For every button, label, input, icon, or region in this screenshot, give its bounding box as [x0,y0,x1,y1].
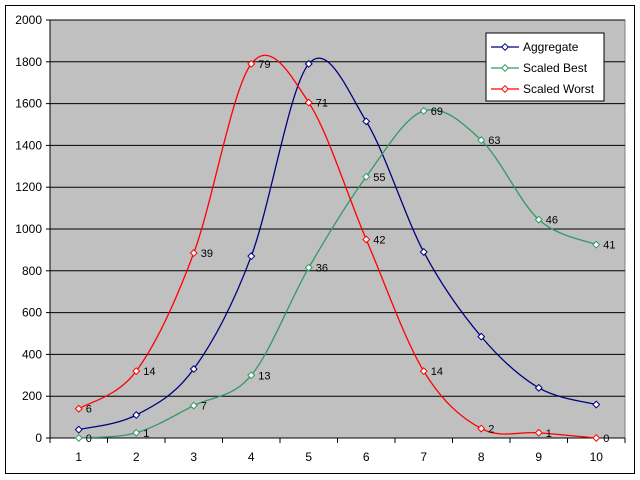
data-label-scaled-best: 1 [143,428,149,440]
point-scaled-best [362,172,371,181]
data-label-scaled-worst: 1 [546,428,552,440]
point-aggregate [132,411,141,420]
series-line-aggregate [78,57,597,431]
point-aggregate [534,383,543,392]
point-scaled-worst [362,235,371,244]
data-label-scaled-best: 0 [86,433,92,445]
x-tick-label: 8 [478,450,485,464]
y-tick-label: 800 [22,264,42,278]
x-tick-label: 10 [590,450,604,464]
point-aggregate [477,332,486,341]
y-tick-label: 1800 [15,55,42,69]
point-scaled-best [247,371,256,380]
point-scaled-best [74,433,83,443]
data-label-scaled-best: 41 [603,240,615,252]
x-tick-label: 7 [420,450,427,464]
x-tick-label: 2 [133,450,140,464]
point-scaled-best [132,428,141,437]
point-aggregate [592,400,601,409]
point-scaled-worst [477,424,486,433]
point-scaled-best [592,240,601,249]
x-tick-label: 9 [535,450,542,464]
point-scaled-best [189,401,198,410]
data-label-scaled-worst: 14 [143,366,155,378]
data-label-scaled-worst: 14 [431,366,443,378]
data-label-scaled-best: 46 [546,215,558,227]
x-tick-label: 1 [75,450,82,464]
point-scaled-worst [534,428,543,437]
y-tick-label: 1000 [15,222,42,236]
series-markers [74,59,601,443]
data-label-scaled-worst: 0 [603,433,609,445]
y-tick-label: 2000 [15,13,42,27]
point-scaled-best [477,136,486,145]
point-aggregate [247,252,256,261]
data-label-scaled-best: 7 [201,401,207,413]
point-aggregate [419,247,428,256]
x-tick-label: 6 [363,450,370,464]
point-scaled-best [304,263,313,272]
data-label-scaled-best: 13 [258,370,270,382]
point-scaled-worst [189,249,198,258]
x-tick-label: 5 [305,450,312,464]
x-tick-label: 4 [248,450,255,464]
x-tick-label: 3 [190,450,197,464]
series-line-scaled-best [78,109,597,439]
point-scaled-worst [304,98,313,107]
data-label-scaled-best: 63 [488,135,500,147]
point-aggregate [304,59,313,68]
point-aggregate [189,365,198,374]
point-aggregate [362,117,371,126]
data-label-scaled-worst: 79 [258,59,270,71]
point-scaled-worst [419,367,428,376]
data-label-scaled-worst: 6 [86,404,92,416]
point-scaled-best [419,106,428,115]
data-label-scaled-worst: 2 [488,424,494,436]
y-tick-label: 200 [22,389,42,403]
point-scaled-best [534,215,543,224]
legend: Aggregate Scaled Best Scaled Worst [485,32,605,102]
data-label-scaled-best: 55 [373,172,385,184]
y-tick-label: 600 [22,306,42,320]
point-scaled-worst [592,433,601,443]
y-tick-label: 1200 [15,180,42,194]
point-scaled-worst [247,59,256,68]
legend-label-scaled-best: Scaled Best [523,61,588,75]
data-label-scaled-worst: 39 [201,248,213,260]
point-scaled-worst [132,367,141,376]
point-scaled-worst [74,404,83,413]
data-label-scaled-best: 69 [431,106,443,118]
legend-marker-scaled-best [500,63,510,73]
legend-marker-scaled-worst [500,84,510,94]
data-labels: 0 1 7 13 36 55 69 63 46 41 6 14 39 79 71 42 14 2 1 0 [86,59,616,445]
y-tick-label: 1400 [15,138,42,152]
y-tick-label: 1600 [15,97,42,111]
legend-label-scaled-worst: Scaled Worst [523,82,595,96]
data-label-scaled-best: 36 [316,263,328,275]
y-tick-label: 0 [35,431,42,445]
legend-label-aggregate: Aggregate [523,40,579,54]
data-label-scaled-worst: 42 [373,234,385,246]
point-aggregate [74,425,83,434]
data-label-scaled-worst: 71 [316,98,328,110]
y-tick-label: 400 [22,347,42,361]
legend-marker-aggregate [500,42,510,52]
